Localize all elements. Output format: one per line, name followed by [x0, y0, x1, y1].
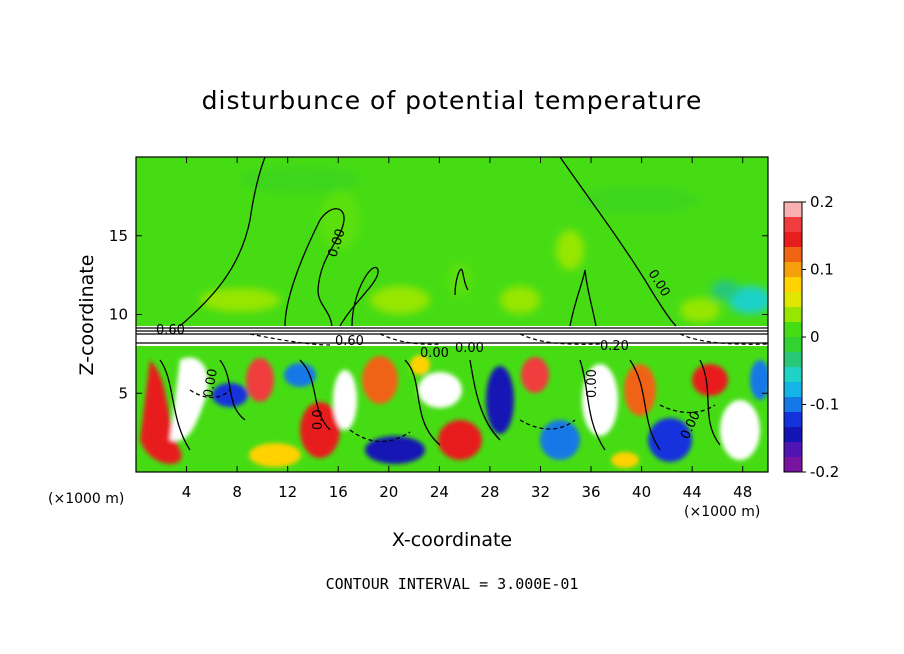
colorbar-swatch: [784, 412, 802, 428]
colorbar-tick-label: -0.2: [810, 463, 839, 481]
chart-title: disturbunce of potential temperature: [201, 86, 703, 115]
colorbar-swatch: [784, 352, 802, 368]
x-unit-left: (×1000 m): [48, 491, 124, 507]
y-axis-label: Z-coordinate: [76, 255, 98, 376]
contour-label: 0.20: [600, 339, 629, 354]
contour-label: 0.60: [156, 323, 185, 338]
colorbar-tick-label: 0.1: [810, 261, 834, 279]
y-tick-label: 10: [109, 306, 128, 324]
contour-interval-note: CONTOUR INTERVAL = 3.000E-01: [325, 575, 579, 593]
x-tick-label: 44: [683, 483, 702, 501]
x-tick-label: 24: [430, 483, 449, 501]
colorbar-swatch: [784, 307, 802, 323]
contour-label: 0.00: [585, 369, 600, 398]
x-tick-label: 12: [278, 483, 297, 501]
colorbar-swatch: [784, 367, 802, 383]
colorbar-swatch: [784, 322, 802, 338]
colorbar-swatch: [784, 262, 802, 278]
colorbar-swatch: [784, 292, 802, 308]
y-tick-label: 15: [109, 227, 128, 245]
x-unit-right: (×1000 m): [684, 504, 760, 520]
colorbar-swatch: [784, 247, 802, 263]
x-axis: 4 8 12 16 20 24 28 32 36 40 44 48: [182, 157, 752, 501]
colorbar-swatch: [784, 457, 802, 473]
y-axis: 5 10 15: [109, 227, 768, 402]
temperature-field: 0.00 0.00 0.00 0.60 0.00 0.00 0.00 0.0 0…: [136, 157, 768, 472]
colorbar-swatch: [784, 277, 802, 293]
x-tick-label: 32: [531, 483, 550, 501]
x-tick-label: 40: [632, 483, 651, 501]
contour-label: 0.00: [420, 346, 449, 361]
colorbar-swatch: [784, 442, 802, 458]
colorbar-swatch: [784, 202, 802, 218]
x-tick-label: 16: [329, 483, 348, 501]
contour-label: 0.00: [201, 368, 221, 399]
y-tick-label: 5: [118, 384, 128, 402]
colorbar-tick-label: 0.2: [810, 193, 834, 211]
x-axis-label: X-coordinate: [392, 529, 512, 551]
colorbar-swatch: [784, 337, 802, 353]
x-tick-label: 48: [733, 483, 752, 501]
contour-label: 0.0: [311, 409, 326, 430]
colorbar-tick-label: 0: [810, 328, 820, 346]
colorbar-swatch: [784, 382, 802, 398]
colorbar-swatch: [784, 217, 802, 233]
colorbar-swatch: [784, 232, 802, 248]
colorbar: 0.2 0.1 0 -0.1 -0.2: [783, 193, 839, 481]
x-tick-label: 8: [232, 483, 242, 501]
colorbar-swatch: [784, 427, 802, 443]
x-tick-label: 20: [379, 483, 398, 501]
x-tick-label: 36: [581, 483, 600, 501]
x-tick-label: 28: [480, 483, 499, 501]
colorbar-swatch: [784, 397, 802, 413]
contour-label: 0.00: [455, 341, 484, 356]
x-tick-label: 4: [182, 483, 192, 501]
colorbar-tick-label: -0.1: [810, 396, 839, 414]
contour-label: 0.60: [335, 334, 364, 349]
